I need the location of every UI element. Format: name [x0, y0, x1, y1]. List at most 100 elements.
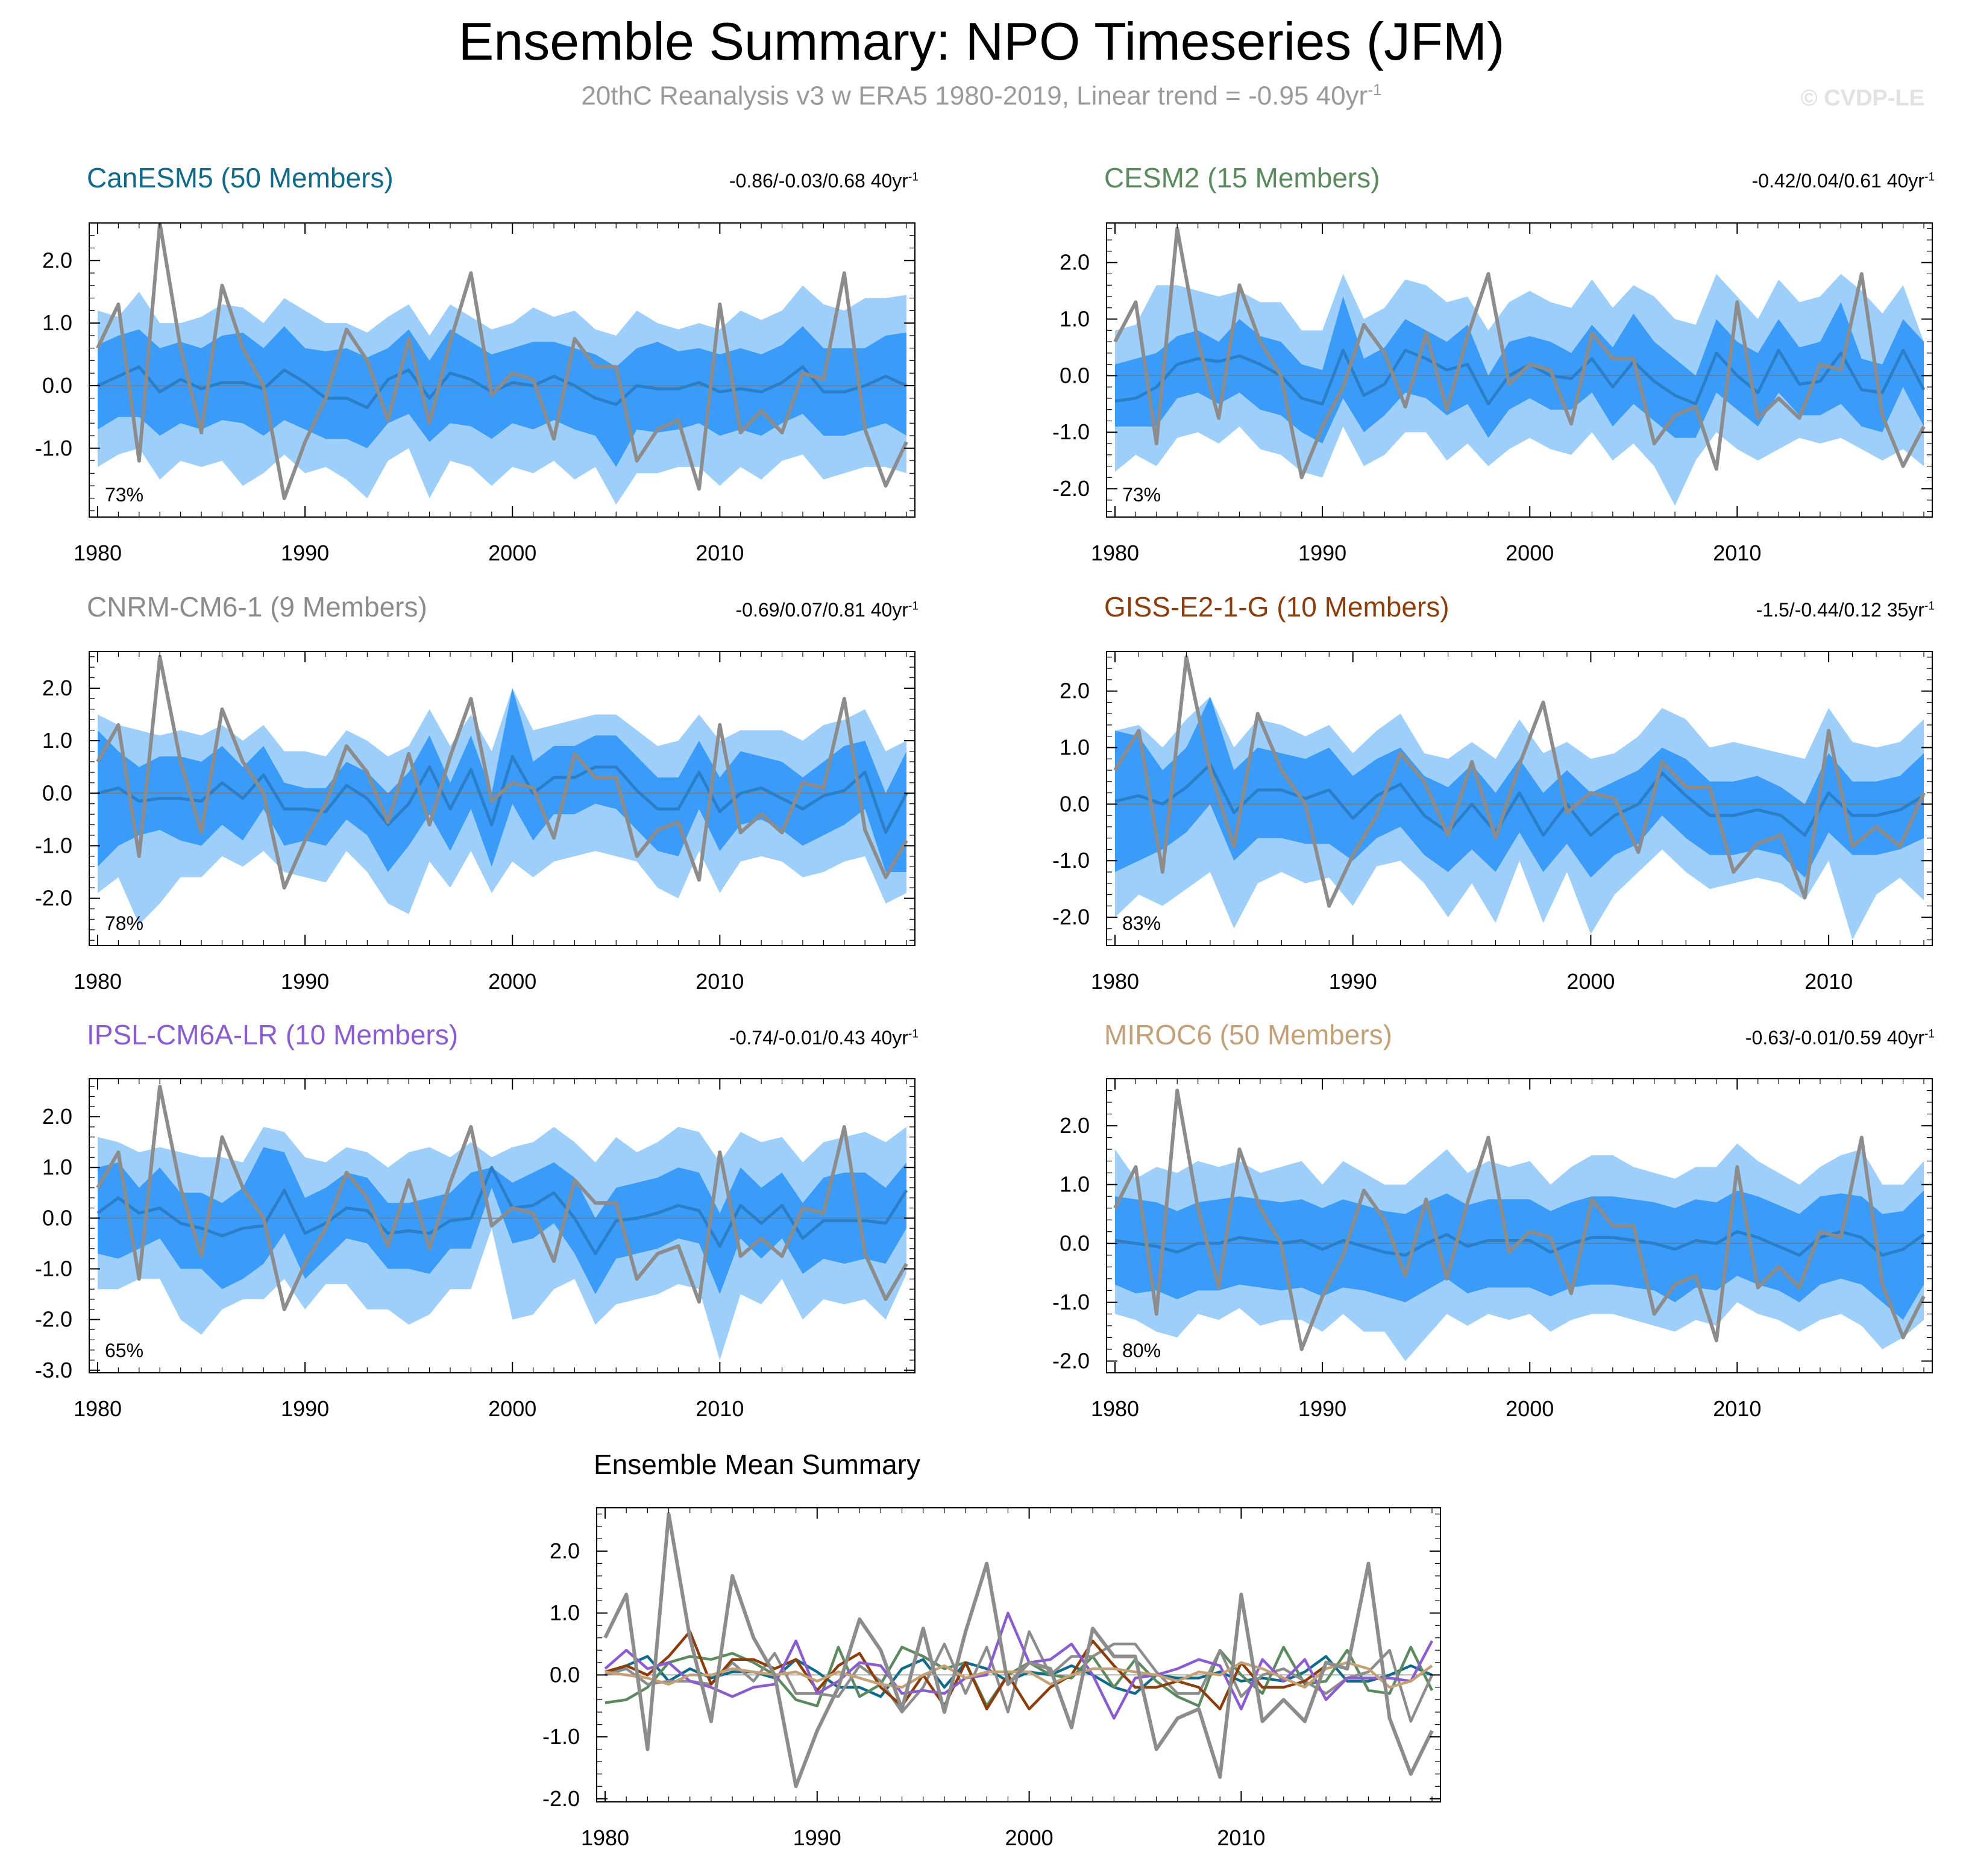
y-tick-label: -1.0	[1052, 848, 1090, 873]
x-tick-label: 1990	[1329, 969, 1377, 994]
plot-frame	[89, 1078, 916, 1373]
plot-area	[1107, 227, 1932, 506]
trend-sup: -1	[908, 600, 919, 613]
trend-label-giss: -1.5/-0.44/0.12 35yr-1	[1756, 599, 1935, 621]
subtitle-text: 20thC Reanalysis v3 w ERA5 1980-2019, Li…	[581, 81, 1368, 111]
trend-label-miroc6: -0.63/-0.01/0.59 40yr-1	[1745, 1027, 1935, 1049]
plot-frame	[1106, 1078, 1933, 1373]
plot-area	[1107, 1088, 1932, 1361]
panel-title-cesm2: CESM2 (15 Members)	[1104, 162, 1380, 193]
panel-title-cnrm: CNRM-CM6-1 (9 Members)	[87, 591, 427, 623]
trend-label-cnrm: -0.69/0.07/0.81 40yr-1	[736, 599, 919, 621]
y-tick-label: -2.0	[35, 1307, 72, 1332]
x-tick-label: 2000	[488, 969, 536, 994]
band-inner	[98, 688, 906, 872]
y-tick-label: 2.0	[42, 1104, 72, 1129]
panel-title-ipsl: IPSL-CM6A-LR (10 Members)	[87, 1019, 459, 1050]
y-tick-label: 0.0	[1060, 791, 1090, 816]
y-tick-label: -1.0	[35, 436, 72, 460]
series-line-20thc-reanalysis-v3-w-era5	[603, 1512, 1434, 1789]
subtitle-sup: -1	[1368, 81, 1382, 99]
y-tick-label: 1.0	[1060, 1172, 1090, 1197]
x-tick-label: 1990	[1298, 1396, 1346, 1421]
y-tick-label: 2.0	[1060, 250, 1090, 275]
y-tick-label: -1.0	[1052, 419, 1090, 444]
trend-sup: -1	[1924, 600, 1935, 613]
band-inner	[98, 326, 906, 467]
percent-label: 73%	[1122, 484, 1161, 506]
y-tick-label: 0.0	[1060, 363, 1090, 387]
main-title: Ensemble Summary: NPO Timeseries (JFM)	[458, 11, 1505, 71]
x-tick-label: 2000	[488, 1396, 536, 1421]
y-tick-label: 1.0	[1060, 307, 1090, 331]
percent-label: 73%	[105, 484, 143, 506]
observed-line	[96, 654, 908, 890]
y-tick-label: 1.0	[550, 1601, 580, 1625]
chart-cnrm: 2.0 1.0 0.0 -1.0 -2.0 1980 1990 2000 2010 78%	[35, 651, 916, 994]
y-tick-label: -1.0	[35, 833, 72, 858]
observed-line	[1113, 1088, 1926, 1351]
x-tick-label: 2000	[1506, 541, 1554, 565]
y-tick-label: 1.0	[42, 310, 72, 335]
x-tick-label: 1980	[74, 1396, 122, 1421]
x-tick-label: 1990	[281, 969, 329, 994]
band-inner	[1115, 1190, 1924, 1320]
trend-sup: -1	[1924, 171, 1935, 184]
y-tick-label: 1.0	[42, 1155, 72, 1179]
y-tick-label: 0.0	[42, 1205, 72, 1230]
x-tick-label: 1980	[74, 541, 122, 565]
ensemble-mean-line	[1114, 763, 1925, 837]
y-tick-label: 1.0	[42, 728, 72, 753]
x-tick-label: 1990	[1298, 541, 1346, 565]
panel-title-miroc6: MIROC6 (50 Members)	[1104, 1019, 1392, 1050]
y-tick-label: 2.0	[1060, 679, 1090, 703]
observed-line	[1113, 655, 1926, 908]
observed-line	[96, 1084, 908, 1311]
x-tick-label: 1980	[1091, 969, 1139, 994]
y-tick-label: 0.0	[42, 373, 72, 398]
plot-area	[89, 654, 915, 925]
y-tick-label: -3.0	[35, 1358, 72, 1382]
x-tick-label: 1980	[581, 1825, 629, 1850]
percent-label: 78%	[105, 912, 143, 934]
y-tick-label: -2.0	[1052, 905, 1090, 929]
chart-cesm2: 2.0 1.0 0.0 -1.0 -2.0 1980 1990 2000 2010 73%	[1052, 222, 1933, 565]
subtitle: 20thC Reanalysis v3 w ERA5 1980-2019, Li…	[0, 81, 1963, 111]
trend-label-ipsl: -0.74/-0.01/0.43 40yr-1	[729, 1027, 919, 1049]
x-tick-label: 1990	[793, 1825, 841, 1850]
y-tick-label: 1.0	[1060, 735, 1090, 760]
trend-text: -1.5/-0.44/0.12 35yr	[1756, 599, 1924, 621]
x-tick-label: 1990	[281, 541, 329, 565]
x-tick-label: 2000	[1005, 1825, 1054, 1850]
y-tick-label: 2.0	[42, 676, 72, 700]
series-line-ipsl-cm6a-lr	[604, 1611, 1433, 1720]
y-tick-label: -1.0	[542, 1724, 580, 1749]
trend-sup: -1	[908, 171, 919, 184]
y-tick-label: 2.0	[1060, 1113, 1090, 1138]
x-tick-label: 2000	[488, 541, 536, 565]
trend-label-cesm2: -0.42/0.04/0.61 40yr-1	[1752, 170, 1935, 192]
plot-area	[89, 1084, 915, 1360]
y-tick-label: 2.0	[42, 248, 72, 272]
x-tick-label: 1980	[1091, 1396, 1139, 1421]
x-tick-label: 2010	[1713, 1396, 1761, 1421]
panel-title-summary: Ensemble Mean Summary	[594, 1449, 920, 1480]
panel-title-giss: GISS-E2-1-G (10 Members)	[1104, 591, 1449, 623]
x-tick-label: 2010	[696, 541, 744, 565]
percent-label: 83%	[1122, 912, 1161, 934]
band-inner	[98, 1147, 906, 1294]
plot-area	[89, 223, 915, 505]
ensemble-mean-line	[96, 1165, 908, 1255]
x-tick-label: 1990	[281, 1396, 329, 1421]
x-tick-label: 1980	[74, 969, 122, 994]
y-tick-label: -2.0	[35, 886, 72, 911]
x-tick-label: 1980	[1091, 541, 1139, 565]
observed-line	[96, 223, 908, 500]
trend-sup: -1	[1924, 1027, 1935, 1041]
panel-title-canesm5: CanESM5 (50 Members)	[87, 162, 394, 193]
y-tick-label: 0.0	[550, 1662, 580, 1687]
x-tick-label: 2010	[696, 1396, 744, 1421]
